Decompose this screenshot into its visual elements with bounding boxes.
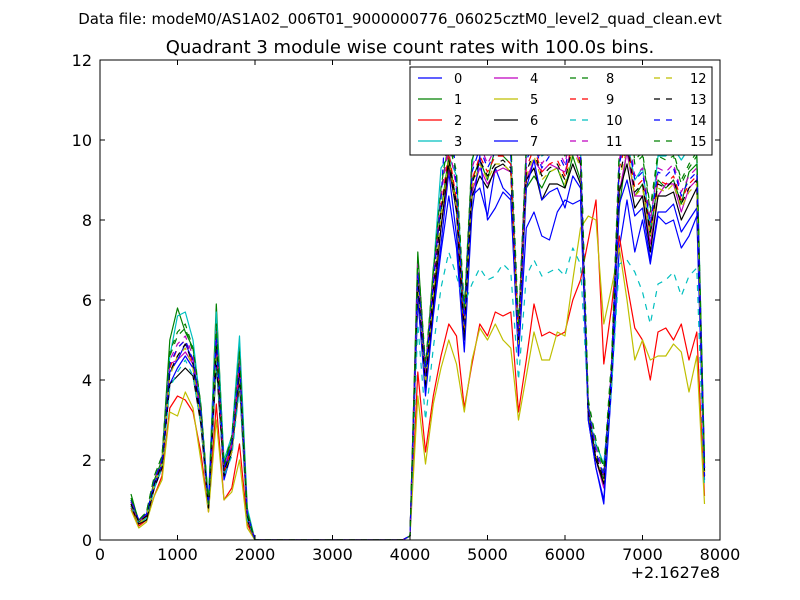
y-tick-label: 2 xyxy=(82,451,92,470)
legend-label-15: 15 xyxy=(690,135,707,150)
y-tick-label: 10 xyxy=(72,131,92,150)
y-tick-label: 8 xyxy=(82,211,92,230)
legend-label-2: 2 xyxy=(454,114,462,129)
x-tick-label: 6000 xyxy=(545,545,586,564)
y-tick-label: 0 xyxy=(82,531,92,550)
x-tick-label: 3000 xyxy=(312,545,353,564)
legend-label-14: 14 xyxy=(690,114,707,129)
x-tick-label: 8000 xyxy=(700,545,741,564)
legend-label-1: 1 xyxy=(454,93,462,108)
legend-label-0: 0 xyxy=(454,72,462,87)
figure-suptitle: Data file: modeM0/AS1A02_006T01_90000007… xyxy=(78,10,722,29)
legend-label-6: 6 xyxy=(530,114,538,129)
series-line-13 xyxy=(130,143,706,540)
legend-label-8: 8 xyxy=(606,72,614,87)
x-tick-label: 5000 xyxy=(467,545,508,564)
legend-label-7: 7 xyxy=(530,135,538,150)
legend-label-11: 11 xyxy=(606,135,623,150)
legend-label-9: 9 xyxy=(606,93,614,108)
x-tick-label: 0 xyxy=(95,545,105,564)
chart-title: Quadrant 3 module wise count rates with … xyxy=(166,37,655,58)
legend-label-4: 4 xyxy=(530,72,538,87)
plot-frame xyxy=(99,59,721,541)
x-tick-label: 7000 xyxy=(622,545,663,564)
legend-label-13: 13 xyxy=(690,93,707,108)
legend-label-12: 12 xyxy=(690,72,707,87)
series-line-2 xyxy=(130,199,706,540)
series-layer xyxy=(130,67,706,540)
x-tick-label: 4000 xyxy=(390,545,431,564)
legend-box xyxy=(409,66,713,156)
legend-label-5: 5 xyxy=(530,93,538,108)
ticks-layer: 0 1000 2000 3000 4000 5000 6000 7000 80000246810… xyxy=(72,51,741,564)
y-tick-label: 6 xyxy=(82,291,92,310)
legend-label-3: 3 xyxy=(454,135,462,150)
y-tick-label: 12 xyxy=(72,51,92,70)
y-tick-label: 4 xyxy=(82,371,92,390)
x-offset-label: +2.1627e8 xyxy=(631,563,720,582)
x-tick-label: 2000 xyxy=(235,545,276,564)
legend-label-10: 10 xyxy=(606,114,623,129)
x-tick-label: 1000 xyxy=(157,545,198,564)
series-line-5 xyxy=(130,215,706,540)
